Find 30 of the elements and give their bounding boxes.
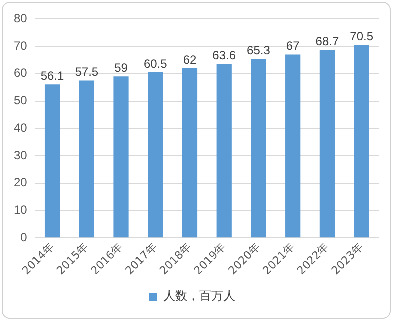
y-tick-label: 80 [14, 12, 28, 26]
bar [354, 45, 370, 238]
y-tick-label: 20 [14, 176, 28, 190]
bar [148, 72, 164, 238]
data-label: 63.6 [212, 48, 236, 62]
bar [216, 64, 232, 238]
y-tick-label: 50 [14, 94, 28, 108]
bar [114, 76, 129, 238]
data-label: 59 [114, 60, 128, 75]
data-label: 57.5 [75, 65, 99, 80]
bar [79, 80, 94, 238]
y-tick-label: 40 [14, 120, 28, 135]
y-tick-label: 70 [14, 38, 28, 53]
data-label: 62 [183, 52, 197, 67]
y-tick-label: 10 [14, 203, 28, 218]
y-tick-label: 30 [14, 148, 28, 162]
y-tick-label: 60 [14, 66, 28, 80]
y-tick-label: 0 [20, 230, 28, 244]
data-label: 70.5 [350, 30, 374, 44]
data-label: 67 [286, 39, 300, 54]
bar [44, 84, 60, 238]
bar [182, 68, 198, 238]
data-label: 60.5 [144, 56, 168, 71]
bar [286, 54, 301, 238]
bar [320, 50, 336, 238]
data-label: 56.1 [40, 68, 65, 83]
data-label: 68.7 [316, 34, 340, 48]
legend-label: 人数，百万人 [164, 289, 236, 304]
data-label: 65.3 [247, 44, 271, 58]
bar [251, 59, 266, 238]
